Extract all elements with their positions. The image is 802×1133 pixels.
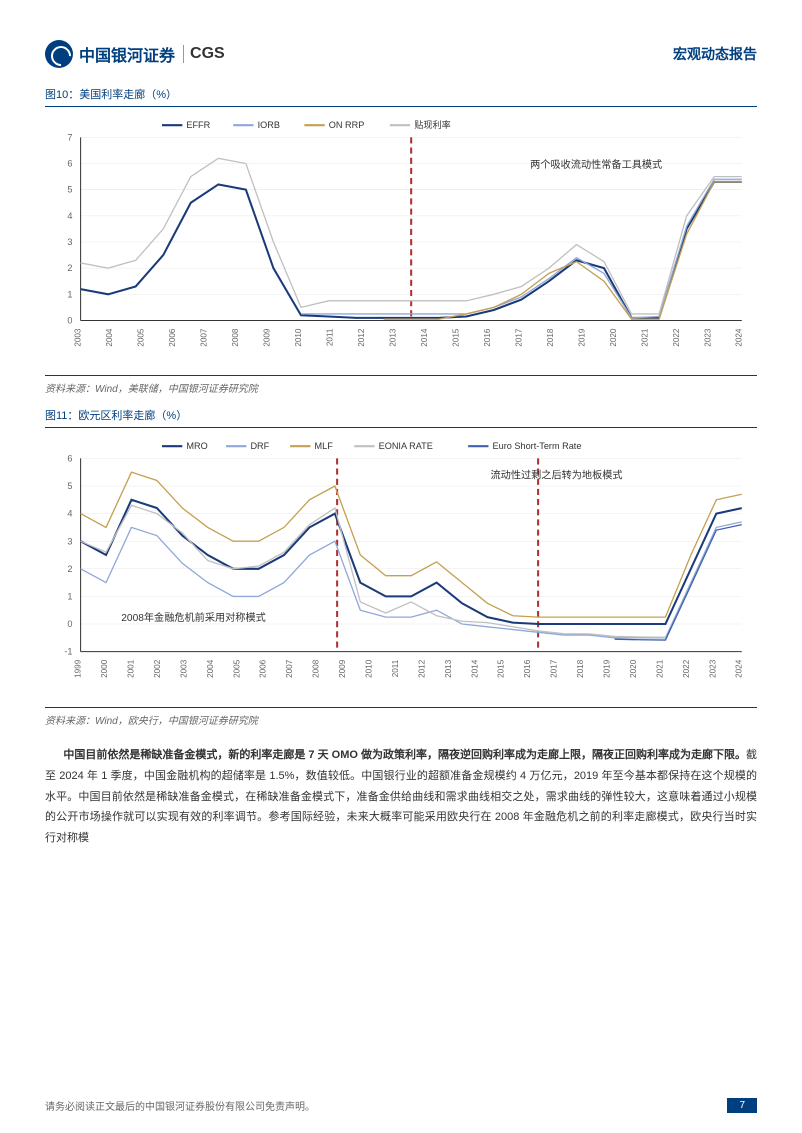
- svg-text:2007: 2007: [285, 660, 294, 679]
- svg-text:2005: 2005: [232, 660, 241, 679]
- page-number: 7: [727, 1098, 757, 1113]
- svg-text:-1: -1: [64, 647, 72, 657]
- svg-text:4: 4: [67, 211, 72, 221]
- company-name-en: CGS: [183, 45, 225, 63]
- body-paragraph: 中国目前依然是稀缺准备金模式，新的利率走廊是 7 天 OMO 做为政策利率，隔夜…: [45, 745, 757, 849]
- svg-text:2020: 2020: [629, 660, 638, 679]
- disclaimer: 请务必阅读正文最后的中国银河证券股份有限公司免责声明。: [45, 1098, 315, 1113]
- svg-text:2012: 2012: [357, 328, 366, 347]
- svg-text:0: 0: [67, 316, 72, 326]
- svg-text:2013: 2013: [388, 328, 397, 347]
- svg-text:2006: 2006: [168, 328, 177, 347]
- svg-text:MRO: MRO: [186, 442, 207, 452]
- svg-text:2018: 2018: [576, 660, 585, 679]
- figure10-source: 资料来源：Wind，美联储，中国银河证券研究院: [45, 375, 757, 395]
- svg-text:2023: 2023: [703, 328, 712, 347]
- svg-text:5: 5: [67, 185, 72, 195]
- svg-text:贴现利率: 贴现利率: [414, 119, 451, 130]
- svg-text:Euro Short-Term Rate: Euro Short-Term Rate: [493, 442, 582, 452]
- figure11-chart: -1 0 1 2 3 4 5 6 1999 2000 2001 2002 2003 2004 2005 200…: [45, 436, 757, 700]
- svg-text:2011: 2011: [391, 660, 400, 678]
- svg-text:6: 6: [67, 454, 72, 464]
- svg-text:2003: 2003: [74, 328, 83, 347]
- svg-text:6: 6: [67, 159, 72, 169]
- company-name-cn: 中国银河证券: [79, 42, 175, 66]
- svg-text:2005: 2005: [137, 328, 146, 347]
- figure10-chart: 0 1 2 3 4 5 6 7 2003 2004 2005 2006 2007 2008 2009 2010…: [45, 115, 757, 369]
- svg-text:2007: 2007: [200, 328, 209, 347]
- svg-text:2016: 2016: [483, 328, 492, 347]
- svg-text:1: 1: [67, 592, 72, 602]
- svg-text:流动性过剩之后转为地板模式: 流动性过剩之后转为地板模式: [491, 469, 623, 482]
- svg-text:0: 0: [67, 619, 72, 629]
- svg-text:1: 1: [67, 289, 72, 299]
- svg-text:2011: 2011: [325, 328, 334, 346]
- svg-text:4: 4: [67, 509, 72, 519]
- svg-text:2009: 2009: [338, 660, 347, 679]
- svg-text:2015: 2015: [497, 660, 506, 679]
- svg-text:DRF: DRF: [250, 442, 269, 452]
- report-type: 宏观动态报告: [673, 44, 757, 64]
- svg-text:2014: 2014: [420, 328, 429, 347]
- svg-text:2021: 2021: [655, 660, 664, 679]
- svg-text:2: 2: [67, 564, 72, 574]
- svg-text:2004: 2004: [206, 660, 215, 679]
- svg-text:ON RRP: ON RRP: [329, 120, 365, 130]
- svg-text:2010: 2010: [294, 328, 303, 347]
- svg-text:2001: 2001: [126, 660, 135, 679]
- svg-text:7: 7: [67, 132, 72, 142]
- svg-text:2018: 2018: [546, 328, 555, 347]
- svg-text:2019: 2019: [577, 328, 586, 347]
- svg-text:3: 3: [67, 237, 72, 247]
- svg-text:2022: 2022: [682, 660, 691, 679]
- figure10-title: 图10：美国利率走廊（%）: [45, 86, 757, 107]
- svg-text:2008: 2008: [231, 328, 240, 347]
- svg-text:2017: 2017: [550, 660, 559, 679]
- svg-text:2: 2: [67, 263, 72, 273]
- svg-text:MLF: MLF: [315, 442, 334, 452]
- svg-text:EFFR: EFFR: [186, 120, 210, 130]
- svg-text:2023: 2023: [708, 660, 717, 679]
- svg-text:3: 3: [67, 537, 72, 547]
- svg-text:2016: 2016: [523, 660, 532, 679]
- svg-text:2022: 2022: [672, 328, 681, 347]
- svg-text:2021: 2021: [640, 328, 649, 347]
- svg-text:2009: 2009: [263, 328, 272, 347]
- svg-text:2008: 2008: [312, 660, 321, 679]
- svg-text:2013: 2013: [444, 660, 453, 679]
- svg-text:2008年金融危机前采用对称模式: 2008年金融危机前采用对称模式: [121, 611, 265, 624]
- logo-icon: [45, 40, 73, 68]
- svg-text:IORB: IORB: [258, 120, 280, 130]
- svg-text:2010: 2010: [365, 660, 374, 679]
- svg-text:1999: 1999: [74, 660, 83, 679]
- svg-text:2000: 2000: [100, 660, 109, 679]
- svg-text:2006: 2006: [259, 660, 268, 679]
- svg-text:2024: 2024: [735, 328, 744, 347]
- figure11-title: 图11：欧元区利率走廊（%）: [45, 407, 757, 428]
- body-bold: 中国目前依然是稀缺准备金模式，新的利率走廊是 7 天 OMO 做为政策利率，隔夜…: [63, 749, 746, 761]
- header: 中国银河证券 CGS 宏观动态报告: [45, 40, 757, 68]
- svg-text:2002: 2002: [153, 660, 162, 679]
- svg-text:2012: 2012: [417, 660, 426, 679]
- svg-text:EONIA RATE: EONIA RATE: [379, 442, 433, 452]
- svg-text:两个吸收流动性常备工具模式: 两个吸收流动性常备工具模式: [530, 158, 662, 171]
- svg-text:2004: 2004: [105, 328, 114, 347]
- svg-text:2014: 2014: [470, 660, 479, 679]
- footer: 请务必阅读正文最后的中国银河证券股份有限公司免责声明。 7: [45, 1098, 757, 1113]
- svg-text:2020: 2020: [609, 328, 618, 347]
- body-rest: 截至 2024 年 1 季度，中国金融机构的超储率是 1.5%，数值较低。中国银…: [45, 749, 757, 845]
- svg-text:2003: 2003: [179, 660, 188, 679]
- svg-text:2017: 2017: [514, 328, 523, 347]
- figure11-source: 资料来源：Wind，欧央行，中国银河证券研究院: [45, 707, 757, 727]
- svg-text:2024: 2024: [735, 660, 744, 679]
- logo-section: 中国银河证券 CGS: [45, 40, 225, 68]
- svg-text:2019: 2019: [603, 660, 612, 679]
- svg-text:2015: 2015: [451, 328, 460, 347]
- svg-text:5: 5: [67, 481, 72, 491]
